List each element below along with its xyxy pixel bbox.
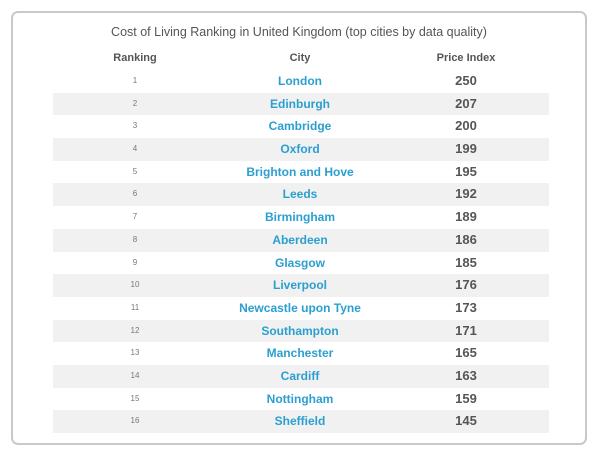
table-row: 11 Newcastle upon Tyne 173 xyxy=(53,297,549,320)
table-row: 12 Southampton 171 xyxy=(53,319,549,343)
city-link[interactable]: Oxford xyxy=(280,142,320,157)
ranking-cell: 6 xyxy=(132,189,138,199)
table-row: 1 London 250 xyxy=(53,70,549,93)
ranking-cell: 15 xyxy=(130,393,140,403)
table-row: 10 Liverpool 176 xyxy=(53,274,549,297)
ranking-cell: 8 xyxy=(132,234,138,244)
price-index-cell: 163 xyxy=(455,367,477,383)
price-index-cell: 250 xyxy=(455,73,477,88)
city-link[interactable]: Brighton and Hove xyxy=(246,164,354,179)
table-row: 7 Birmingham 189 xyxy=(53,206,549,229)
price-index-cell: 145 xyxy=(455,413,477,429)
city-link[interactable]: Leeds xyxy=(282,187,318,202)
city-link[interactable]: Liverpool xyxy=(272,278,327,293)
column-header-ranking: Ranking xyxy=(113,52,157,64)
table-row: 5 Brighton and Hove 195 xyxy=(53,161,549,184)
table-row: 4 Oxford 199 xyxy=(53,138,549,161)
price-index-cell: 195 xyxy=(455,163,477,179)
ranking-card: Cost of Living Ranking in United Kingdom… xyxy=(11,11,587,445)
ranking-cell: 9 xyxy=(132,257,138,267)
ranking-cell: 4 xyxy=(132,144,138,154)
table-row: 8 Aberdeen 186 xyxy=(53,228,549,252)
city-link[interactable]: Edinburgh xyxy=(270,96,330,111)
price-index-cell: 199 xyxy=(455,141,477,157)
table-row: 13 Manchester 165 xyxy=(53,342,549,365)
city-link[interactable]: Manchester xyxy=(266,346,334,361)
price-index-cell: 189 xyxy=(455,209,477,225)
price-index-cell: 159 xyxy=(455,390,477,406)
city-link[interactable]: Cambridge xyxy=(268,119,332,134)
column-header-city: City xyxy=(289,52,311,64)
price-index-cell: 171 xyxy=(455,322,477,338)
city-link[interactable]: Sheffield xyxy=(274,414,326,429)
ranking-cell: 1 xyxy=(132,76,138,85)
table-row: 6 Leeds 192 xyxy=(53,183,549,207)
city-link[interactable]: Birmingham xyxy=(264,210,335,225)
city-link[interactable]: Southampton xyxy=(261,323,339,338)
table-row: 2 Edinburgh 207 xyxy=(53,92,549,116)
ranking-cell: 13 xyxy=(130,348,140,358)
price-index-cell: 165 xyxy=(455,345,477,361)
column-header-price-index: Price Index xyxy=(436,52,496,64)
city-link[interactable]: Nottingham xyxy=(266,391,334,406)
city-link[interactable]: London xyxy=(278,74,322,88)
price-index-cell: 200 xyxy=(455,118,477,134)
price-index-cell: 176 xyxy=(455,277,477,293)
city-link[interactable]: Newcastle upon Tyne xyxy=(239,300,361,315)
ranking-cell: 2 xyxy=(132,98,138,108)
ranking-cell: 5 xyxy=(132,166,138,176)
table-row: 14 Cardiff 163 xyxy=(53,364,549,388)
table-row: 16 Sheffield 145 xyxy=(53,410,549,433)
table-row: 9 Glasgow 185 xyxy=(53,252,549,275)
ranking-cell: 3 xyxy=(132,121,138,131)
city-link[interactable]: Cardiff xyxy=(280,368,320,383)
ranking-cell: 16 xyxy=(130,416,140,426)
table-header: Ranking City Price Index xyxy=(53,52,549,72)
price-index-cell: 186 xyxy=(455,231,477,247)
price-index-cell: 173 xyxy=(455,299,477,315)
ranking-cell: 7 xyxy=(132,212,138,222)
ranking-cell: 14 xyxy=(130,370,140,380)
ranking-cell: 11 xyxy=(130,302,140,312)
table-row: 15 Nottingham 159 xyxy=(53,388,549,411)
ranking-cell: 10 xyxy=(130,280,140,290)
price-index-cell: 185 xyxy=(455,254,477,270)
table-body: 1 London 250 2 Edinburgh 207 3 Cambridge 200 4 Oxf… xyxy=(53,70,549,433)
table-row: 3 Cambridge 200 xyxy=(53,115,549,138)
city-link[interactable]: Aberdeen xyxy=(272,232,328,247)
ranking-cell: 12 xyxy=(130,325,140,335)
price-index-cell: 192 xyxy=(455,186,477,202)
page-title: Cost of Living Ranking in United Kingdom… xyxy=(111,25,487,39)
city-link[interactable]: Glasgow xyxy=(274,255,325,270)
price-index-cell: 207 xyxy=(455,95,477,111)
